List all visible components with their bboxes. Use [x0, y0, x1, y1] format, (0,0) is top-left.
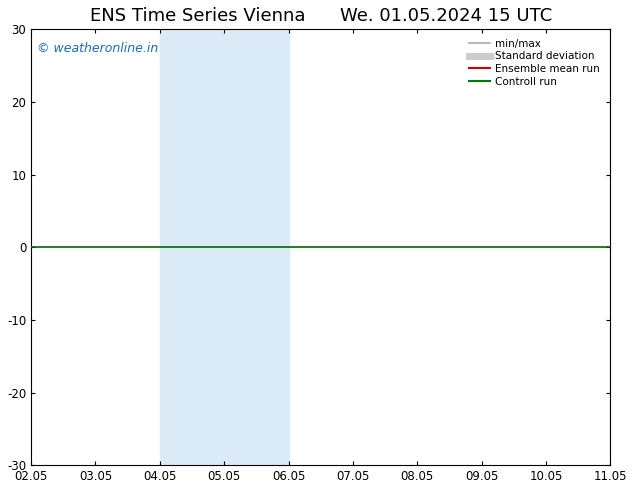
Text: © weatheronline.in: © weatheronline.in: [37, 42, 158, 55]
Legend: min/max, Standard deviation, Ensemble mean run, Controll run: min/max, Standard deviation, Ensemble me…: [467, 37, 602, 89]
Bar: [160, 29, 288, 465]
Title: ENS Time Series Vienna      We. 01.05.2024 15 UTC: ENS Time Series Vienna We. 01.05.2024 15…: [89, 7, 552, 25]
Bar: [611, 29, 634, 465]
